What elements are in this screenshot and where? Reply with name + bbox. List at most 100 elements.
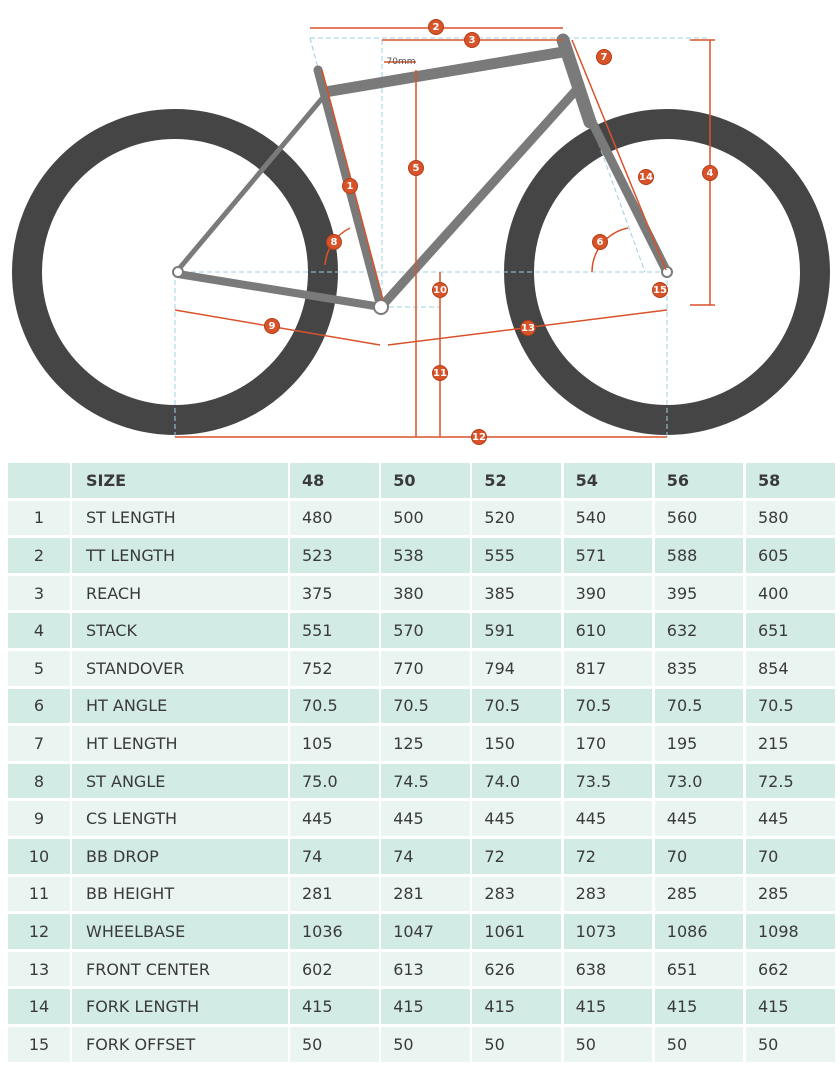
table-cell: 770	[381, 651, 470, 686]
table-cell: 613	[381, 951, 470, 987]
table-cell: 70	[746, 839, 835, 874]
table-cell: 794	[472, 651, 561, 686]
table-cell: 13	[8, 951, 70, 987]
table-cell: 285	[654, 876, 744, 912]
table-cell: 283	[563, 876, 653, 912]
table-cell: 1061	[472, 914, 561, 949]
table-cell: 7	[8, 726, 70, 761]
marker-dot	[408, 160, 424, 176]
table-cell: 415	[381, 989, 470, 1024]
table-cell: 15	[8, 1027, 70, 1062]
table-cell: 170	[563, 726, 653, 761]
table-cell: 195	[654, 726, 744, 761]
header-cell: 56	[654, 463, 744, 498]
marker-label: 9	[269, 321, 276, 332]
table-cell: 570	[381, 613, 470, 648]
table-cell: 445	[654, 801, 744, 836]
table-cell: 445	[563, 801, 653, 836]
table-cell: WHEELBASE	[72, 914, 288, 949]
header-cell: 58	[746, 463, 835, 498]
table-cell: 9	[8, 801, 70, 836]
table-cell: ST LENGTH	[72, 500, 288, 536]
header-cell: 52	[472, 463, 561, 498]
frame	[172, 33, 673, 315]
marker-label: 13	[521, 323, 535, 334]
table-cell: 74	[290, 839, 379, 874]
marker-label: 5	[413, 163, 420, 174]
table-cell: 281	[381, 876, 470, 912]
table-cell: 70.5	[563, 688, 653, 724]
table-cell: 50	[381, 1027, 470, 1062]
marker-dot	[702, 165, 718, 181]
table-cell: 662	[746, 951, 835, 987]
marker-label: 8	[331, 237, 338, 248]
table-cell: BB DROP	[72, 839, 288, 874]
table-cell: 817	[563, 651, 653, 686]
header-cell: 48	[290, 463, 379, 498]
marker-dot	[428, 19, 444, 35]
table-cell: 72	[563, 839, 653, 874]
table-cell: 395	[654, 575, 744, 611]
offset-note: 70mm	[387, 57, 416, 67]
table-cell: 651	[746, 613, 835, 648]
marker-label: 7	[601, 52, 608, 63]
table-cell: 70.5	[290, 688, 379, 724]
table-cell: 588	[654, 538, 744, 573]
table-cell: 8	[8, 763, 70, 799]
table-cell: 14	[8, 989, 70, 1024]
table-cell: 400	[746, 575, 835, 611]
table-cell: 50	[654, 1027, 744, 1062]
table-cell: 571	[563, 538, 653, 573]
table-cell: 1098	[746, 914, 835, 949]
table-cell: 50	[472, 1027, 561, 1062]
table-cell: 1086	[654, 914, 744, 949]
table-cell: 580	[746, 500, 835, 536]
header-cell: 54	[563, 463, 653, 498]
table-cell: 4	[8, 613, 70, 648]
table-cell: 281	[290, 876, 379, 912]
table-cell: 70	[654, 839, 744, 874]
marker-label: 1	[347, 181, 354, 192]
table-cell: 555	[472, 538, 561, 573]
table-cell: BB HEIGHT	[72, 876, 288, 912]
table-cell: 415	[654, 989, 744, 1024]
marker-dot	[264, 318, 280, 334]
table-cell: 445	[472, 801, 561, 836]
table-cell: 390	[563, 575, 653, 611]
table-cell: 551	[290, 613, 379, 648]
table-cell: 12	[8, 914, 70, 949]
table-cell: 638	[563, 951, 653, 987]
table-cell: 74.0	[472, 763, 561, 799]
marker-dot	[326, 234, 342, 250]
marker-dot	[464, 32, 480, 48]
table-cell: 651	[654, 951, 744, 987]
table-cell: REACH	[72, 575, 288, 611]
table-cell: 500	[381, 500, 470, 536]
table-cell: HT LENGTH	[72, 726, 288, 761]
marker-label: 11	[433, 368, 447, 379]
table-cell: 591	[472, 613, 561, 648]
table-cell: 415	[472, 989, 561, 1024]
marker-dot	[652, 282, 668, 298]
table-cell: 285	[746, 876, 835, 912]
table-cell: 125	[381, 726, 470, 761]
table-cell: 5	[8, 651, 70, 686]
table-cell: 1036	[290, 914, 379, 949]
table-cell: 854	[746, 651, 835, 686]
table-cell: 1073	[563, 914, 653, 949]
table-cell: 70.5	[746, 688, 835, 724]
table-cell: 415	[563, 989, 653, 1024]
table-cell: 415	[290, 989, 379, 1024]
table-cell: 74.5	[381, 763, 470, 799]
table-cell: 626	[472, 951, 561, 987]
table-cell: 283	[472, 876, 561, 912]
table-cell: STANDOVER	[72, 651, 288, 686]
table-cell: 605	[746, 538, 835, 573]
marker-dot	[596, 49, 612, 65]
table-cell: 6	[8, 688, 70, 724]
table-cell: 2	[8, 538, 70, 573]
marker-label: 4	[707, 168, 714, 179]
table-cell: 445	[290, 801, 379, 836]
